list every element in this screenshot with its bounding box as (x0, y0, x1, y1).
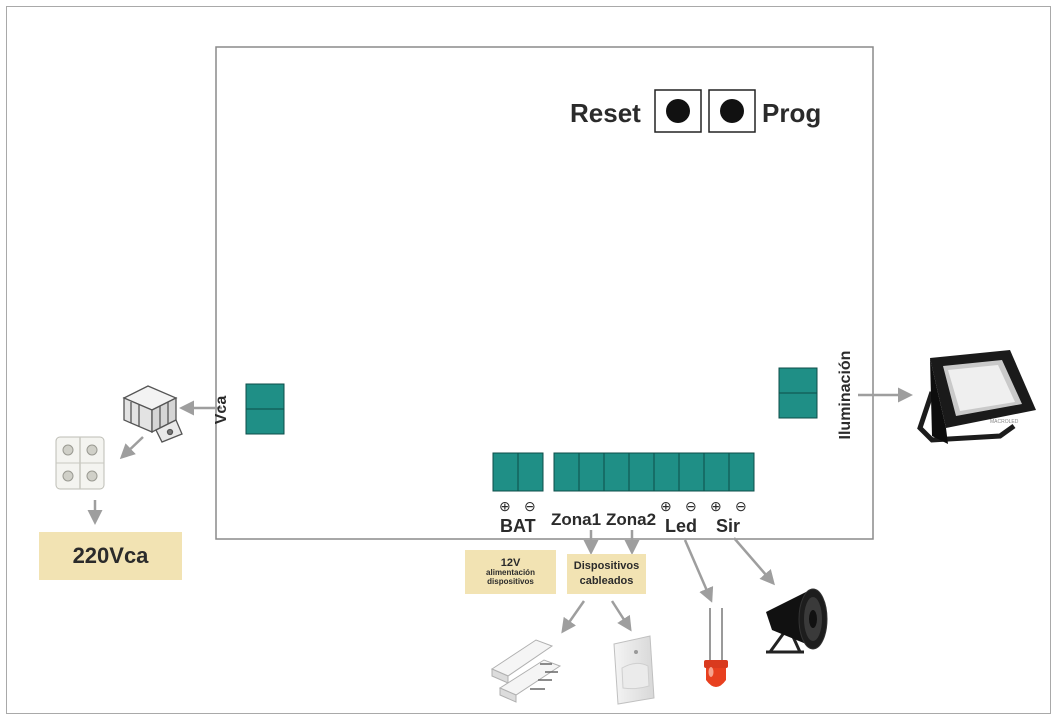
sir-label: Sir (716, 516, 741, 536)
supply-12v-line1: alimentación (486, 568, 535, 578)
supply-12v-line2: dispositivos (487, 577, 534, 587)
wired-devices-tag: Dispositivos cableados (567, 554, 646, 594)
bat-minus-symbol: ⊖ (524, 498, 536, 514)
iluminacion-label: Iluminación (837, 350, 854, 440)
bat-label: BAT (500, 516, 536, 536)
prog-label: Prog (762, 98, 822, 128)
reset-label: Reset (570, 98, 641, 128)
power-220-tag: 220Vca (39, 532, 182, 580)
transformer-icon (122, 385, 183, 443)
bat-plus-symbol: ⊕ (499, 498, 511, 514)
led-label: Led (665, 516, 698, 536)
wired-line2: cableados (579, 575, 634, 587)
floodlight-brand: MACROLED (990, 419, 1019, 425)
supply-12v-tag: 12V alimentación dispositivos (465, 550, 556, 594)
siren-icon (766, 588, 828, 654)
bat-terminal (492, 452, 544, 492)
power-220-text: 220Vca (72, 543, 149, 568)
zona2-label: Zona2 (606, 510, 657, 529)
vca-label: Vca (213, 395, 231, 425)
iluminacion-terminal (778, 367, 818, 419)
sir-minus-symbol: ⊖ (735, 498, 747, 514)
wired-line1: Dispositivos (573, 560, 640, 573)
arrow-to-door-sensor (561, 600, 586, 634)
supply-12v-title: 12V (500, 557, 521, 570)
door-sensor-icon (490, 639, 562, 703)
floodlight-icon (917, 350, 1036, 444)
arrow-led-to-led (683, 539, 714, 603)
zone-terminal-strip (553, 452, 755, 492)
reset-button (654, 89, 702, 133)
led-icon (704, 608, 728, 687)
led-plus-symbol: ⊕ (660, 498, 672, 514)
sir-plus-symbol: ⊕ (710, 498, 722, 514)
arrow-sir-to-siren (733, 537, 775, 586)
zona1-label: Zona1 (551, 510, 602, 529)
connector-block-icon (55, 436, 105, 490)
arrow-to-pir-sensor (610, 600, 632, 632)
outer-frame (6, 6, 1051, 714)
control-board (215, 46, 874, 540)
vca-terminal (245, 383, 285, 435)
pir-sensor-icon (613, 635, 655, 705)
led-minus-symbol: ⊖ (685, 498, 697, 514)
arrow-transformer-to-connector (119, 436, 144, 460)
prog-button (708, 89, 756, 133)
